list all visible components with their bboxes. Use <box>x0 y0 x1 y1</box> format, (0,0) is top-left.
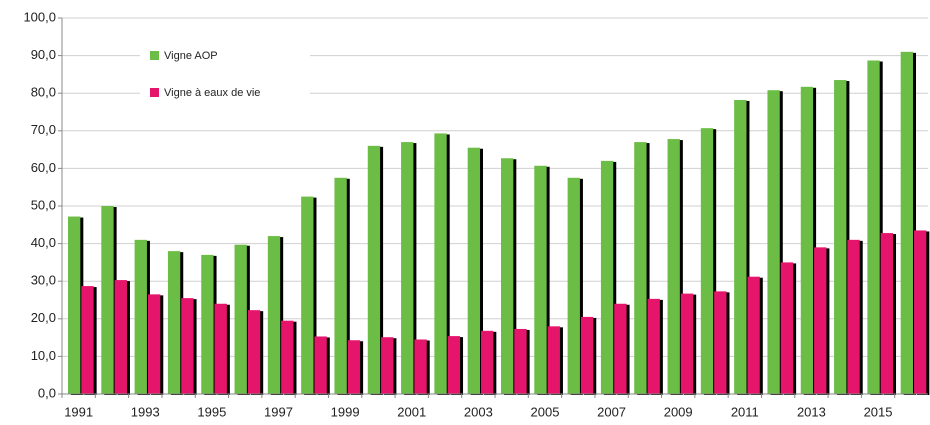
x-tick-label: 1991 <box>64 404 93 419</box>
y-tick-label: 0,0 <box>38 385 56 400</box>
legend-swatch <box>150 51 159 60</box>
y-tick-label: 20,0 <box>31 310 56 325</box>
bar <box>767 90 780 394</box>
x-tick-label: 1997 <box>264 404 293 419</box>
bar <box>134 239 147 394</box>
bar <box>334 177 347 394</box>
bar <box>667 139 680 394</box>
bar <box>700 128 714 394</box>
y-tick-label: 70,0 <box>31 122 56 137</box>
x-tick-label: 2013 <box>797 404 826 419</box>
x-tick-label: 2015 <box>864 404 893 419</box>
bar <box>914 230 927 394</box>
legend-box <box>140 44 310 104</box>
x-tick-label: 2003 <box>464 404 493 419</box>
bar <box>634 142 647 394</box>
bar <box>500 158 514 394</box>
y-tick-label: 50,0 <box>31 197 56 212</box>
y-tick-label: 30,0 <box>31 273 56 288</box>
x-tick-label: 2011 <box>731 404 759 419</box>
bar <box>347 340 361 394</box>
bar <box>167 251 181 394</box>
bar <box>714 291 727 394</box>
x-tick-label: 2001 <box>397 404 426 419</box>
bar <box>600 160 614 394</box>
bar <box>381 337 394 394</box>
bar <box>314 336 327 394</box>
bar <box>401 142 414 394</box>
bar <box>301 196 314 394</box>
bar <box>67 216 81 394</box>
bar <box>81 286 94 394</box>
x-tick-label: 2005 <box>531 404 560 419</box>
bar <box>814 247 827 394</box>
bar <box>867 60 880 394</box>
bar <box>547 326 560 394</box>
y-tick-label: 10,0 <box>31 348 56 363</box>
y-tick-label: 100,0 <box>23 9 56 24</box>
bar <box>834 80 847 394</box>
bar <box>880 233 894 394</box>
legend-label: Vigne à eaux de vie <box>164 87 260 99</box>
bar <box>747 276 760 394</box>
bar <box>181 298 194 394</box>
bar <box>580 316 594 394</box>
legend-swatch <box>150 88 159 97</box>
bar <box>514 328 527 394</box>
bar <box>647 298 660 394</box>
bar <box>214 303 227 394</box>
x-tick-label: 1995 <box>197 404 226 419</box>
bar <box>114 280 127 394</box>
x-tick-label: 1999 <box>331 404 360 419</box>
y-tick-label: 60,0 <box>31 160 56 175</box>
bar <box>434 133 447 394</box>
bar <box>481 330 494 394</box>
bar <box>800 86 814 395</box>
bar <box>447 336 461 394</box>
legend-label: Vigne AOP <box>164 50 218 62</box>
bar <box>201 254 214 394</box>
bar <box>680 293 694 394</box>
x-tick-label: 1993 <box>131 404 160 419</box>
x-tick-label: 2007 <box>597 404 626 419</box>
bar <box>281 320 294 394</box>
bar <box>534 165 547 394</box>
bar <box>267 236 281 394</box>
bar <box>780 262 794 394</box>
bar <box>367 145 381 394</box>
y-tick-label: 80,0 <box>31 85 56 100</box>
bar <box>567 177 580 394</box>
bar <box>467 147 481 394</box>
bar <box>414 339 427 394</box>
bar <box>847 239 860 394</box>
bar <box>247 310 261 394</box>
bar <box>101 206 114 394</box>
x-tick-label: 2009 <box>664 404 693 419</box>
y-tick-label: 90,0 <box>31 47 56 62</box>
bar <box>900 51 914 395</box>
bar <box>234 244 247 394</box>
y-tick-label: 40,0 <box>31 235 56 250</box>
bar <box>147 294 161 394</box>
bar <box>734 99 747 394</box>
bar <box>614 303 627 394</box>
